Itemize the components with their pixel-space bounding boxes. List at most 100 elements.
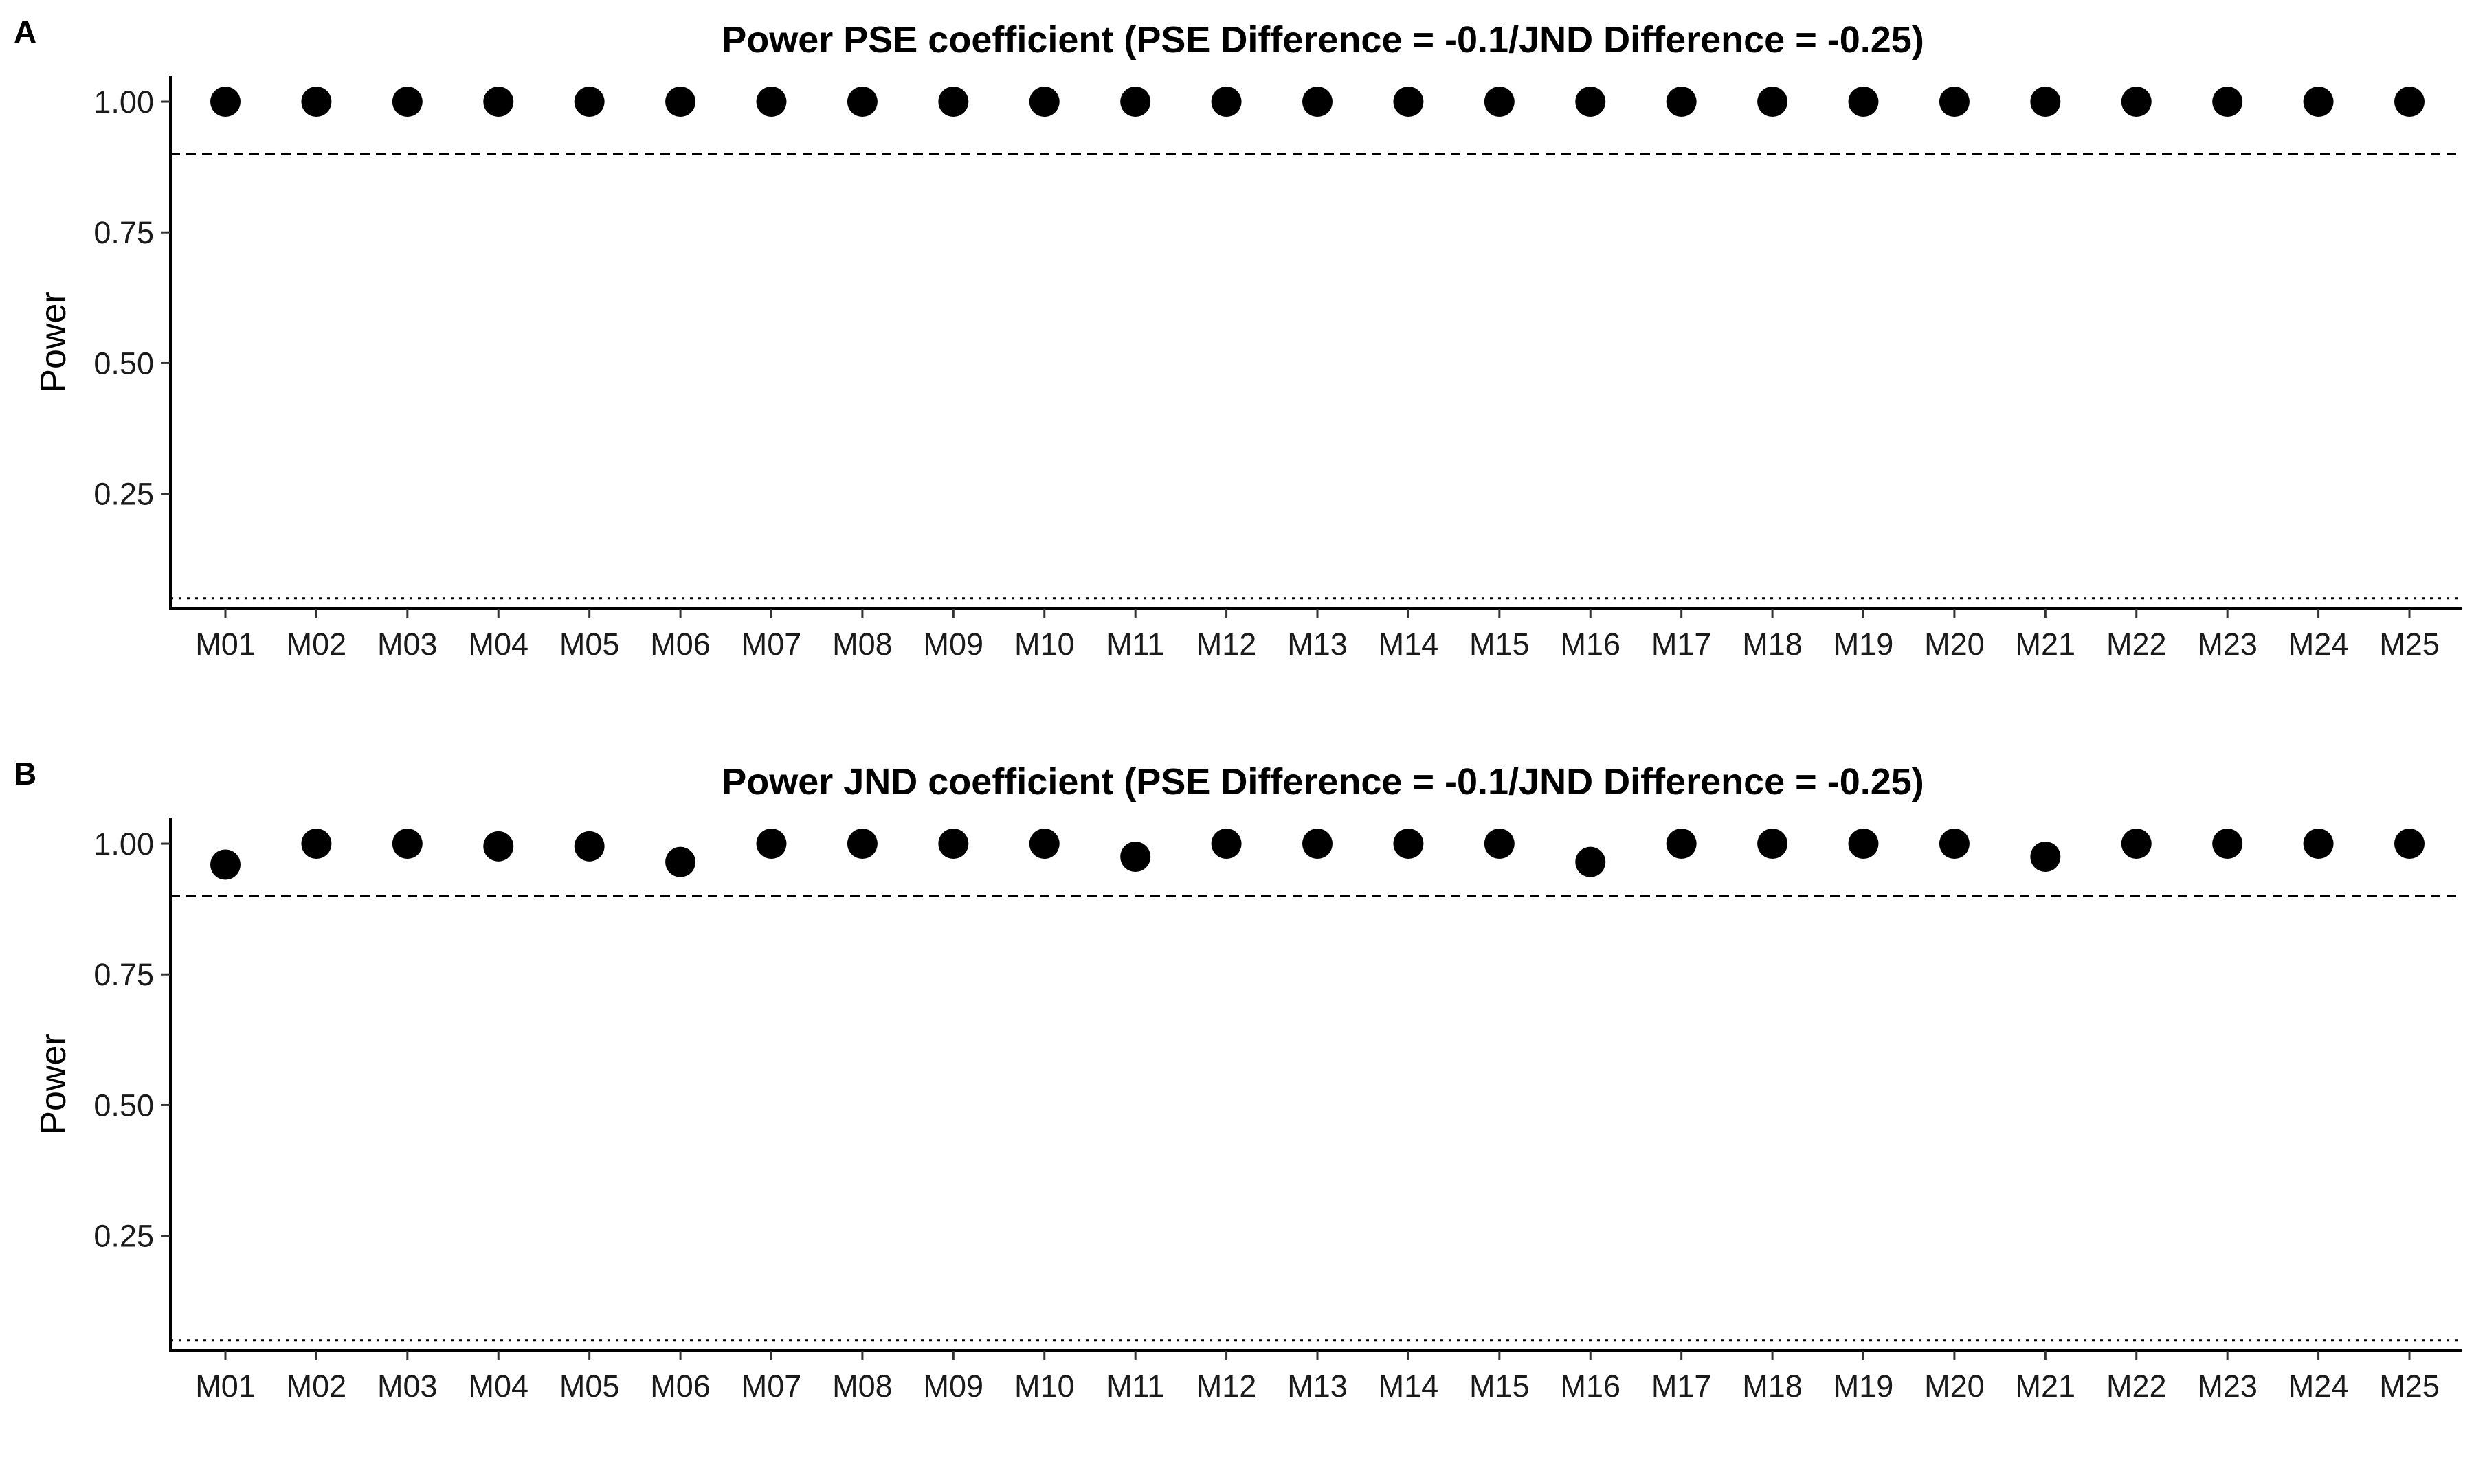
x-tick-label: M18 [1742,627,1803,662]
x-tick-label: M16 [1560,627,1620,662]
data-point-m08 [847,829,878,859]
data-point-m24 [2303,87,2334,117]
panel-a: A Power PSE coefficient (PSE Difference … [14,14,2462,662]
x-tick-label: M08 [832,1369,893,1404]
x-tick-label: M08 [832,627,893,662]
data-point-m18 [1757,87,1788,117]
data-point-m25 [2394,829,2425,859]
data-point-m19 [1848,87,1879,117]
x-tick-label: M03 [377,627,438,662]
x-tick-label: M10 [1014,627,1075,662]
data-point-m17 [1666,829,1697,859]
x-tick-label: M02 [287,1369,347,1404]
panel-label-b: B [14,756,36,791]
data-point-m04 [483,831,514,862]
chart-title-b: Power JND coefficient (PSE Difference = … [722,761,1924,802]
data-point-m07 [756,829,787,859]
data-point-m17 [1666,87,1697,117]
x-tick-label: M16 [1560,1369,1620,1404]
x-tick-label: M04 [468,1369,528,1404]
data-point-m12 [1211,87,1242,117]
chart-a: A Power PSE coefficient (PSE Difference … [14,14,2462,662]
y-axis-title-b: Power [34,1033,74,1134]
points-b [210,829,2425,880]
data-point-m10 [1029,87,1060,117]
x-tick-label: M11 [1106,627,1164,662]
y-axis-title-a: Power [34,291,74,392]
data-point-m11 [1120,842,1151,873]
x-tick-label: M06 [650,1369,711,1404]
x-tick-label: M15 [1469,627,1530,662]
data-point-m05 [574,87,605,117]
x-tick-label: M03 [377,1369,438,1404]
x-tick-label: M20 [1924,627,1985,662]
data-point-m19 [1848,829,1879,859]
x-ticks-b: M01 M02 M03 M04 M05 M06 M07 M08 M09 M10 M11 M12 M13 M… [195,1351,2440,1404]
y-tick-label: 0.25 [93,477,154,512]
x-tick-label: M11 [1106,1369,1164,1404]
data-point-m16 [1575,846,1606,877]
y-tick-label: 1.00 [93,85,154,120]
x-tick-label: M24 [2288,627,2349,662]
data-point-m12 [1211,829,1242,859]
y-tick-label: 0.50 [93,1088,154,1123]
x-tick-label: M19 [1834,1369,1894,1404]
data-point-m09 [938,829,969,859]
data-point-m20 [1939,87,1970,117]
x-tick-label: M01 [195,1369,256,1404]
x-tick-label: M25 [2379,1369,2440,1404]
data-point-m13 [1302,87,1333,117]
x-tick-label: M21 [2016,1369,2076,1404]
x-tick-label: M20 [1924,1369,1985,1404]
data-point-m23 [2212,87,2243,117]
data-point-m11 [1120,87,1151,117]
x-tick-label: M07 [742,1369,802,1404]
x-tick-label: M22 [2106,627,2167,662]
data-point-m06 [665,846,696,877]
data-point-m15 [1484,87,1515,117]
x-tick-label: M18 [1742,1369,1803,1404]
x-tick-label: M09 [924,627,984,662]
data-point-m18 [1757,829,1788,859]
data-point-m06 [665,87,696,117]
panel-b: B Power JND coefficient (PSE Difference … [0,742,2474,1484]
ref-lines-b [170,895,2462,1342]
data-point-m07 [756,87,787,117]
data-point-m16 [1575,87,1606,117]
data-point-m15 [1484,829,1515,859]
points-a [210,87,2425,117]
chart-title-a: Power PSE coefficient (PSE Difference = … [722,19,1924,60]
x-tick-label: M01 [195,627,256,662]
y-tick-label: 0.75 [93,957,154,992]
data-point-m01 [210,87,241,117]
data-point-m01 [210,849,241,880]
x-tick-label: M19 [1834,627,1894,662]
x-tick-label: M06 [650,627,711,662]
x-tick-label: M05 [559,627,620,662]
x-tick-label: M24 [2288,1369,2349,1404]
x-tick-label: M05 [559,1369,620,1404]
data-point-m14 [1393,829,1424,859]
data-point-m21 [2030,842,2061,873]
panel-label-a: A [14,14,36,49]
data-point-m09 [938,87,969,117]
x-tick-label: M22 [2106,1369,2167,1404]
x-tick-label: M23 [2197,627,2258,662]
x-ticks-a: M01 M02 M03 M04 M05 M06 M07 M08 M09 M10 M11 M12 M13 M… [195,609,2440,662]
data-point-m02 [301,829,332,859]
data-point-m23 [2212,829,2243,859]
data-point-m04 [483,87,514,117]
data-point-m03 [392,87,423,117]
data-point-m21 [2030,87,2061,117]
data-point-m14 [1393,87,1424,117]
x-tick-label: M17 [1651,1369,1712,1404]
x-tick-label: M10 [1014,1369,1075,1404]
x-tick-label: M02 [287,627,347,662]
x-tick-label: M07 [742,627,802,662]
x-tick-label: M25 [2379,627,2440,662]
x-tick-label: M09 [924,1369,984,1404]
data-point-m22 [2121,829,2152,859]
x-tick-label: M17 [1651,627,1712,662]
data-point-m08 [847,87,878,117]
y-tick-label: 0.75 [93,215,154,250]
